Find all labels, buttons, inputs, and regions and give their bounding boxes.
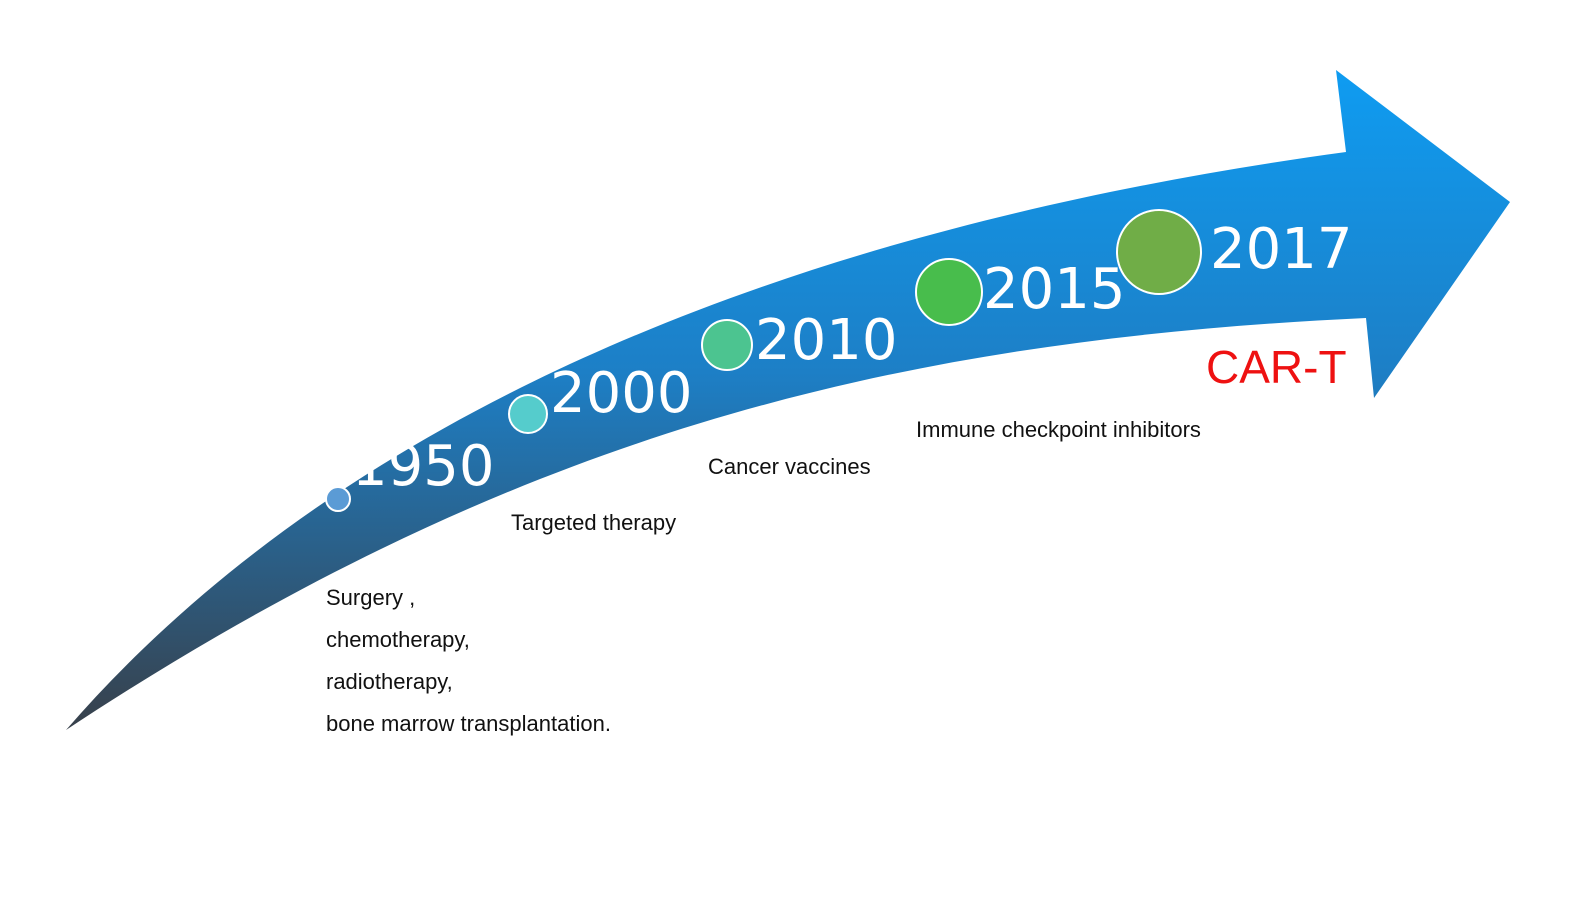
- desc-1950-line-1: Surgery ,: [326, 585, 415, 610]
- year-label-2000: 2000: [550, 361, 693, 426]
- timeline-arrow: [66, 70, 1510, 730]
- milestone-dot-2010: [701, 319, 753, 371]
- desc-2000: Targeted therapy: [511, 510, 676, 535]
- desc-2010: Cancer vaccines: [708, 454, 871, 479]
- desc-1950-line-3: radiotherapy,: [326, 669, 453, 694]
- highlight-label-cart: CAR-T: [1206, 341, 1347, 393]
- milestone-dot-2015: [915, 258, 983, 326]
- desc-1950-line-2: chemotherapy,: [326, 627, 470, 652]
- year-label-1950: 1950: [352, 434, 495, 499]
- desc-2015: Immune checkpoint inhibitors: [916, 417, 1201, 442]
- milestone-dot-2000: [508, 394, 548, 434]
- milestone-dot-2017: [1116, 209, 1202, 295]
- year-label-2015: 2015: [983, 257, 1126, 322]
- milestone-dot-1950: [325, 486, 351, 512]
- year-label-2010: 2010: [755, 308, 898, 373]
- desc-1950-line-4: bone marrow transplantation.: [326, 711, 611, 736]
- year-label-2017: 2017: [1210, 217, 1353, 282]
